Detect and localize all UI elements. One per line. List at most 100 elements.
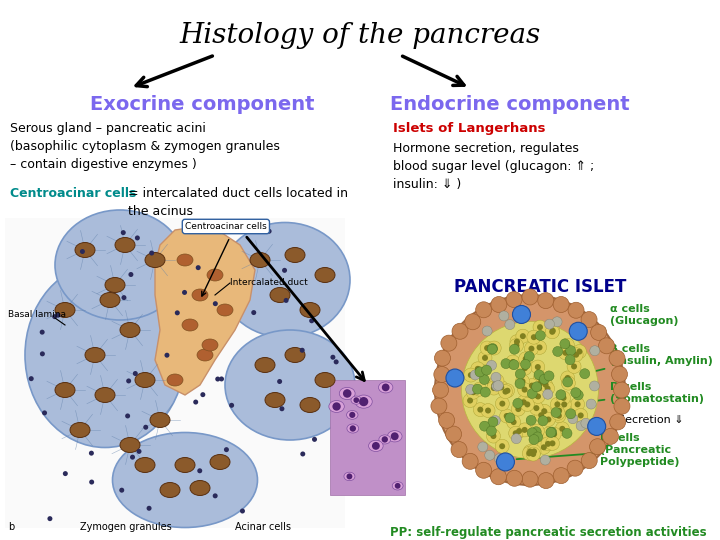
Circle shape [224, 447, 229, 452]
Text: α cells
(Glucagon): α cells (Glucagon) [603, 304, 678, 329]
Circle shape [487, 426, 496, 436]
Circle shape [533, 432, 543, 442]
Circle shape [531, 427, 541, 437]
Circle shape [505, 388, 510, 394]
Circle shape [438, 413, 454, 428]
Circle shape [478, 351, 492, 365]
Ellipse shape [387, 430, 402, 442]
Circle shape [120, 488, 125, 492]
Circle shape [524, 401, 531, 407]
Circle shape [544, 371, 554, 381]
Circle shape [513, 342, 519, 348]
Ellipse shape [85, 348, 105, 362]
Circle shape [529, 401, 544, 415]
Circle shape [312, 437, 317, 442]
Circle shape [527, 444, 541, 458]
Circle shape [300, 451, 305, 456]
Circle shape [521, 359, 531, 369]
Circle shape [468, 372, 474, 378]
Circle shape [467, 385, 480, 399]
Ellipse shape [120, 437, 140, 453]
Circle shape [481, 403, 495, 417]
Circle shape [89, 480, 94, 484]
Circle shape [571, 388, 581, 397]
Circle shape [537, 375, 544, 381]
Circle shape [518, 361, 532, 375]
Ellipse shape [197, 349, 213, 361]
Text: Hormone secretion, regulates
blood sugar level (glucagon: ⇑ ;
insulin: ⇓ ): Hormone secretion, regulates blood sugar… [393, 142, 594, 191]
Text: D cells
(Somatostatin): D cells (Somatostatin) [568, 382, 704, 404]
Circle shape [200, 392, 205, 397]
Circle shape [571, 397, 585, 411]
Circle shape [196, 265, 201, 270]
Circle shape [573, 352, 579, 357]
Circle shape [541, 382, 554, 395]
Circle shape [513, 399, 523, 408]
Circle shape [573, 390, 583, 400]
Circle shape [464, 314, 481, 330]
Circle shape [492, 381, 502, 391]
Circle shape [564, 375, 571, 381]
Circle shape [462, 453, 478, 469]
Circle shape [491, 372, 501, 382]
Circle shape [609, 350, 625, 366]
Circle shape [282, 268, 287, 273]
Ellipse shape [225, 330, 355, 440]
Circle shape [527, 428, 537, 438]
Ellipse shape [25, 262, 185, 448]
Ellipse shape [300, 302, 320, 318]
Circle shape [524, 352, 534, 361]
FancyBboxPatch shape [5, 218, 345, 528]
Circle shape [475, 367, 485, 377]
Circle shape [542, 427, 556, 441]
Ellipse shape [70, 422, 90, 437]
Circle shape [506, 470, 523, 487]
Circle shape [510, 339, 523, 353]
Text: Secretion ⇓: Secretion ⇓ [618, 415, 683, 425]
Circle shape [505, 413, 515, 423]
Circle shape [496, 453, 514, 471]
Circle shape [484, 345, 490, 351]
Circle shape [529, 435, 539, 444]
Text: Endocrine component: Endocrine component [390, 95, 629, 114]
Ellipse shape [167, 374, 183, 386]
Circle shape [570, 322, 588, 340]
Circle shape [611, 366, 628, 382]
Circle shape [128, 272, 133, 277]
Circle shape [567, 360, 581, 374]
Circle shape [395, 483, 400, 489]
Circle shape [52, 314, 57, 319]
Circle shape [586, 399, 596, 409]
Circle shape [330, 355, 336, 360]
Circle shape [122, 295, 127, 300]
Circle shape [535, 364, 541, 370]
Circle shape [493, 381, 503, 390]
Circle shape [476, 302, 492, 318]
Circle shape [164, 353, 169, 357]
Circle shape [537, 404, 552, 418]
FancyBboxPatch shape [330, 380, 405, 495]
Circle shape [499, 311, 509, 321]
Ellipse shape [265, 393, 285, 408]
Circle shape [539, 374, 549, 384]
Circle shape [495, 454, 504, 463]
Text: Centroacinar cells: Centroacinar cells [185, 222, 266, 231]
Circle shape [547, 427, 561, 441]
Circle shape [527, 330, 541, 344]
Circle shape [55, 313, 60, 318]
Circle shape [382, 383, 390, 392]
Ellipse shape [150, 413, 170, 428]
Circle shape [518, 423, 531, 437]
Circle shape [568, 302, 584, 318]
Circle shape [577, 413, 584, 418]
Text: Exocrine component: Exocrine component [90, 95, 315, 114]
Circle shape [546, 416, 552, 422]
Circle shape [559, 346, 572, 360]
Circle shape [490, 416, 500, 426]
Circle shape [553, 347, 563, 356]
Circle shape [490, 469, 506, 485]
Circle shape [130, 455, 135, 460]
Circle shape [568, 414, 578, 424]
Circle shape [346, 474, 352, 480]
Ellipse shape [369, 440, 383, 451]
